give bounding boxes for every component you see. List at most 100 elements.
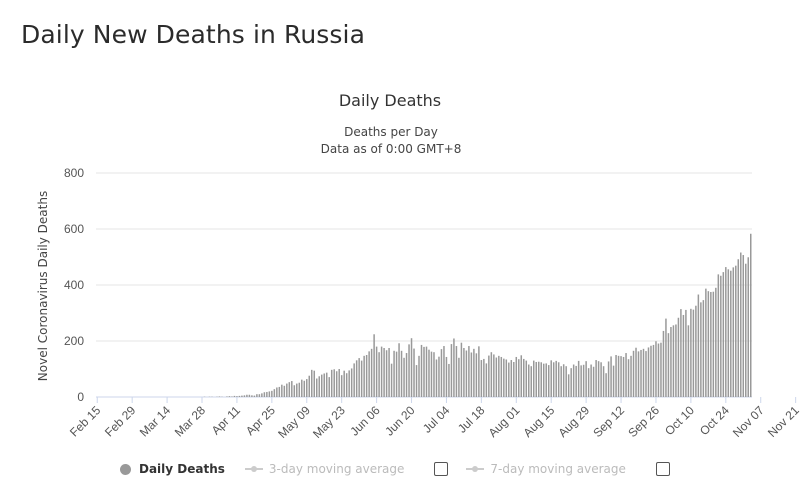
bar[interactable] [256,394,258,397]
bar[interactable] [335,371,338,397]
bar[interactable] [637,351,640,397]
bar[interactable] [555,360,557,397]
bar[interactable] [263,392,266,397]
bar[interactable] [218,396,221,397]
bar[interactable] [540,362,542,397]
bar[interactable] [710,292,712,397]
bar[interactable] [408,344,410,397]
bar[interactable] [682,314,685,397]
bar[interactable] [545,363,547,397]
bar[interactable] [420,344,423,397]
legend-item-daily-deaths[interactable]: Daily Deaths [120,462,225,476]
bar[interactable] [612,365,615,397]
bar[interactable] [597,361,600,397]
bar[interactable] [645,351,647,397]
legend-item-3-day-moving-average[interactable]: 3-day moving average [244,462,404,476]
bar[interactable] [251,395,253,397]
bar[interactable] [712,291,715,397]
bar[interactable] [570,368,572,397]
legend-item-7-day-moving-average[interactable]: 7-day moving average [466,462,626,476]
bar[interactable] [241,395,243,397]
bar[interactable] [542,363,545,397]
bar[interactable] [680,309,682,397]
bar[interactable] [303,380,306,397]
bar[interactable] [508,362,510,397]
bar[interactable] [478,346,480,397]
bar[interactable] [350,368,353,397]
bar[interactable] [565,366,567,397]
bar[interactable] [316,378,318,397]
bar[interactable] [605,373,607,397]
bar[interactable] [560,366,562,397]
bar[interactable] [390,363,393,397]
bar[interactable] [725,267,727,397]
bar[interactable] [271,390,273,397]
bar[interactable] [268,391,271,397]
bar[interactable] [525,360,528,397]
bar[interactable] [231,396,233,397]
bar[interactable] [630,355,632,397]
bar[interactable] [403,357,405,397]
bar[interactable] [662,330,665,397]
bar[interactable] [685,309,687,397]
bar[interactable] [625,353,627,397]
bar[interactable] [715,287,717,397]
bar[interactable] [702,300,705,397]
bar[interactable] [323,373,325,397]
bar[interactable] [485,363,488,397]
bar[interactable] [582,364,585,397]
bar[interactable] [343,370,345,397]
bar[interactable] [273,389,276,397]
bar[interactable] [655,341,657,397]
checkbox-7-day-moving-average[interactable] [655,462,670,476]
bar[interactable] [647,347,650,397]
bar[interactable] [523,358,525,397]
bar[interactable] [622,356,625,397]
bar[interactable] [380,346,383,397]
bar[interactable] [345,373,348,397]
bar[interactable] [355,360,358,397]
bar[interactable] [358,358,360,397]
bar[interactable] [246,394,248,397]
bar[interactable] [510,360,513,397]
bar[interactable] [438,356,440,397]
bar[interactable] [455,346,458,397]
bar[interactable] [535,362,538,397]
bar[interactable] [415,365,418,397]
bar[interactable] [330,369,333,397]
bar[interactable] [370,348,373,397]
bar[interactable] [360,360,363,397]
bar[interactable] [602,366,605,397]
bar[interactable] [313,370,316,397]
bar[interactable] [483,358,485,397]
bar[interactable] [328,377,330,397]
bar[interactable] [590,364,592,397]
bar[interactable] [413,348,415,397]
bar[interactable] [348,370,350,397]
bar[interactable] [745,263,747,397]
bar[interactable] [697,294,700,397]
bar[interactable] [518,359,520,397]
bar[interactable] [470,352,473,397]
bar[interactable] [480,360,483,397]
bar[interactable] [735,265,737,397]
bar[interactable] [283,385,286,397]
bar[interactable] [585,361,587,397]
bar[interactable] [365,355,368,397]
bar[interactable] [550,360,552,397]
bar[interactable] [258,394,261,397]
bar[interactable] [592,366,595,397]
bar[interactable] [600,362,602,397]
bar[interactable] [665,318,667,397]
bar[interactable] [443,346,445,397]
bar[interactable] [333,369,335,397]
bar[interactable] [373,334,375,397]
bar[interactable] [368,351,370,397]
bar[interactable] [388,348,390,397]
bar[interactable] [500,356,503,397]
bar[interactable] [587,368,590,397]
bar[interactable] [493,354,495,397]
bar[interactable] [727,269,730,397]
bar[interactable] [747,257,750,397]
bar[interactable] [700,302,702,397]
